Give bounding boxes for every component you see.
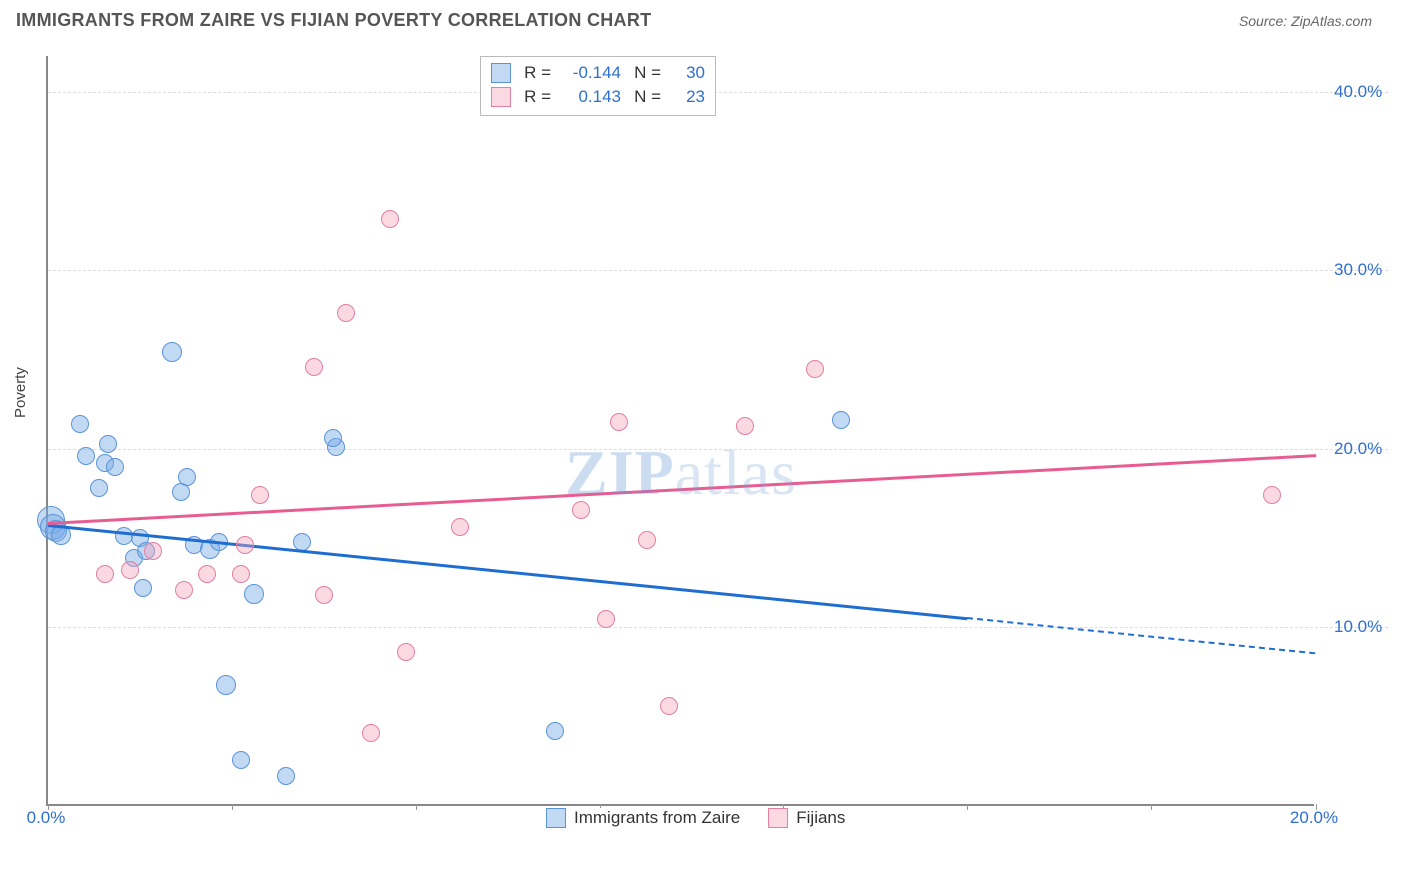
scatter-point-zaire (324, 429, 342, 447)
source-label: Source: (1239, 13, 1291, 29)
scatter-point-fijians (397, 643, 415, 661)
legend-label: Fijians (796, 808, 845, 828)
scatter-point-fijians (232, 565, 250, 583)
scatter-point-fijians (736, 417, 754, 435)
y-tick-label: 20.0% (1334, 439, 1382, 459)
y-gridline (48, 449, 1388, 450)
legend: Immigrants from Zaire Fijians (538, 808, 853, 828)
scatter-point-fijians (610, 413, 628, 431)
legend-item: Immigrants from Zaire (546, 808, 740, 828)
stats-swatch-fijians (491, 87, 511, 107)
stats-r-label: R = (521, 85, 551, 109)
stats-r-label: R = (521, 61, 551, 85)
chart-header: IMMIGRANTS FROM ZAIRE VS FIJIAN POVERTY … (0, 0, 1406, 39)
y-gridline (48, 92, 1388, 93)
watermark: ZIPatlas (565, 436, 797, 510)
stats-r-value: 0.143 (561, 85, 621, 109)
scatter-point-fijians (451, 518, 469, 536)
scatter-point-zaire (178, 468, 196, 486)
scatter-point-fijians (638, 531, 656, 549)
x-tick-label: 0.0% (27, 808, 66, 828)
scatter-point-fijians (660, 697, 678, 715)
scatter-point-zaire (162, 342, 182, 362)
scatter-point-fijians (144, 542, 162, 560)
scatter-point-fijians (337, 304, 355, 322)
x-tick (967, 804, 968, 810)
x-tick-label: 20.0% (1290, 808, 1338, 828)
stats-n-value: 23 (671, 85, 705, 109)
stats-n-value: 30 (671, 61, 705, 85)
scatter-point-fijians (251, 486, 269, 504)
stats-n-label: N = (631, 61, 661, 85)
x-tick (232, 804, 233, 810)
chart-title: IMMIGRANTS FROM ZAIRE VS FIJIAN POVERTY … (16, 10, 651, 31)
scatter-point-zaire (244, 584, 264, 604)
plot-region: ZIPatlas R = -0.144 N = 30 R = 0.143 N = 23… (46, 56, 1314, 806)
stats-n-label: N = (631, 85, 661, 109)
scatter-point-zaire (216, 675, 236, 695)
y-axis-label: Poverty (12, 367, 29, 418)
chart-area: Poverty ZIPatlas R = -0.144N = 30R = 0.1… (18, 48, 1388, 852)
y-tick-label: 10.0% (1334, 617, 1382, 637)
stats-row-zaire: R = -0.144 N = 30 (491, 61, 705, 85)
scatter-point-fijians (381, 210, 399, 228)
x-tick (416, 804, 417, 810)
scatter-point-fijians (198, 565, 216, 583)
scatter-point-zaire (77, 447, 95, 465)
y-gridline (48, 270, 1388, 271)
scatter-point-zaire (90, 479, 108, 497)
scatter-point-zaire (71, 415, 89, 433)
scatter-point-fijians (572, 501, 590, 519)
trend-line-zaire-dashed (967, 617, 1316, 654)
scatter-point-fijians (597, 610, 615, 628)
scatter-point-fijians (121, 561, 139, 579)
scatter-point-zaire (293, 533, 311, 551)
watermark-atlas: atlas (675, 437, 797, 508)
source-credit: Source: ZipAtlas.com (1239, 13, 1372, 29)
scatter-point-zaire (832, 411, 850, 429)
scatter-point-fijians (806, 360, 824, 378)
scatter-point-zaire (106, 458, 124, 476)
scatter-point-fijians (305, 358, 323, 376)
scatter-point-zaire (232, 751, 250, 769)
correlation-stats-box: R = -0.144 N = 30 R = 0.143 N = 23 (480, 56, 716, 116)
stats-row-fijians: R = 0.143 N = 23 (491, 85, 705, 109)
legend-item: Fijians (768, 808, 845, 828)
stats-r-value: -0.144 (561, 61, 621, 85)
watermark-zip: ZIP (565, 437, 675, 508)
trend-line-zaire (48, 524, 968, 620)
scatter-point-fijians (362, 724, 380, 742)
scatter-point-zaire (134, 579, 152, 597)
x-tick (1151, 804, 1152, 810)
y-gridline (48, 627, 1388, 628)
scatter-point-fijians (236, 536, 254, 554)
scatter-point-zaire (277, 767, 295, 785)
legend-label: Immigrants from Zaire (574, 808, 740, 828)
scatter-point-fijians (175, 581, 193, 599)
source-name: ZipAtlas.com (1291, 13, 1372, 29)
y-tick-label: 40.0% (1334, 82, 1382, 102)
legend-swatch (768, 808, 788, 828)
scatter-point-zaire (99, 435, 117, 453)
scatter-point-fijians (315, 586, 333, 604)
scatter-point-fijians (1263, 486, 1281, 504)
y-tick-label: 30.0% (1334, 260, 1382, 280)
scatter-point-zaire (546, 722, 564, 740)
scatter-point-fijians (96, 565, 114, 583)
trend-line-fijians (48, 454, 1316, 524)
stats-swatch-zaire (491, 63, 511, 83)
legend-swatch (546, 808, 566, 828)
